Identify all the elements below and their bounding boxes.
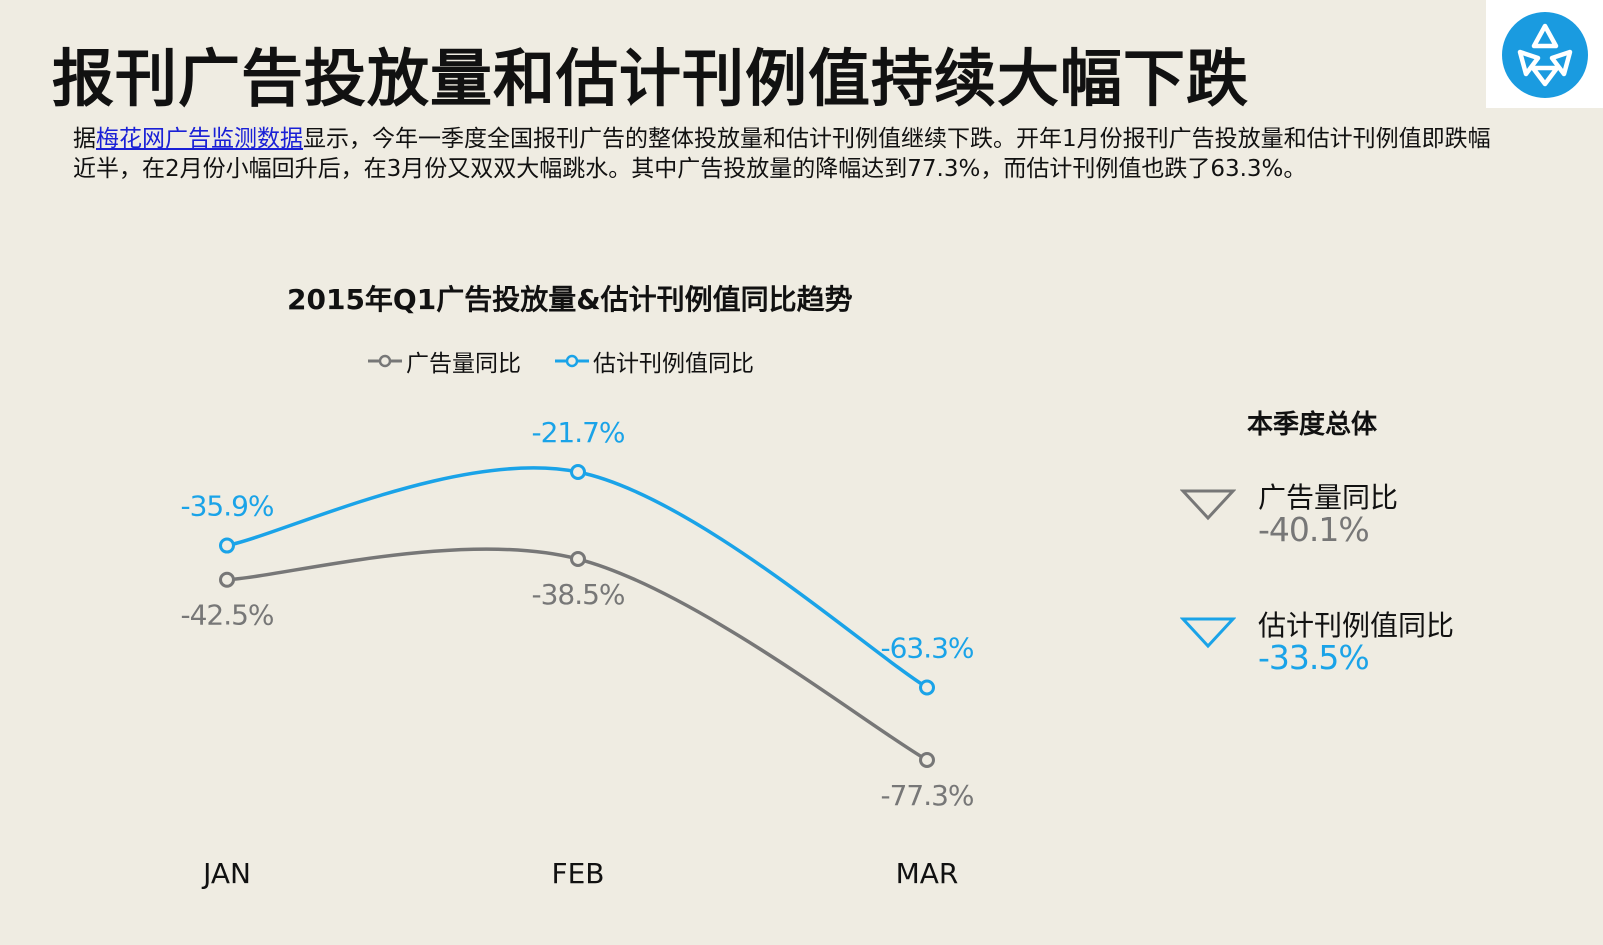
data-label-0-1: -38.5% <box>531 578 624 611</box>
legend-label-value: 估计刊例值同比 <box>593 351 754 377</box>
down-triangle-icon <box>1180 617 1236 649</box>
legend-marker-blue <box>555 354 589 368</box>
data-point-1-2[interactable] <box>919 679 935 696</box>
chart-legend: 广告量同比 估计刊例值同比 <box>368 344 788 378</box>
data-label-0-0: -42.5% <box>180 599 273 632</box>
page-title: 报刊广告投放量和估计刊例值持续大幅下跌 <box>52 42 1250 115</box>
logo[interactable] <box>1486 0 1603 108</box>
data-point-1-1[interactable] <box>570 464 586 480</box>
intro-paragraph: 据梅花网广告监测数据显示，今年一季度全国报刊广告的整体投放量和估计刊例值继续下跌… <box>73 124 1513 184</box>
intro-prefix: 据 <box>73 126 96 152</box>
data-point-0-2[interactable] <box>919 752 935 768</box>
intro-body: 显示，今年一季度全国报刊广告的整体投放量和估计刊例值继续下跌。开年1月份报刊广告… <box>73 126 1491 182</box>
down-triangle-icon <box>1180 489 1236 521</box>
data-point-0-0[interactable] <box>219 571 235 588</box>
data-label-1-1: -21.7% <box>531 416 624 449</box>
meihua-logo-icon <box>1502 12 1588 98</box>
data-point-0-1[interactable] <box>570 551 586 568</box>
x-tick-label: JAN <box>201 857 251 890</box>
data-label-1-0: -35.9% <box>180 490 273 523</box>
legend-marker-gray <box>368 354 402 368</box>
summary-value-value: -33.5% <box>1258 638 1370 677</box>
summary-value-volume: -40.1% <box>1258 510 1370 549</box>
chart-title: 2015年Q1广告投放量&估计刊例值同比趋势 <box>287 283 853 316</box>
summary-title: 本季度总体 <box>1247 410 1378 440</box>
x-tick-label: FEB <box>551 857 604 890</box>
data-point-1-0[interactable] <box>219 537 235 554</box>
legend-item-volume: 广告量同比 <box>368 344 521 378</box>
legend-item-value: 估计刊例值同比 <box>555 344 754 378</box>
legend-label-volume: 广告量同比 <box>406 351 521 377</box>
line-chart: -42.5% -38.5% -77.3% -35.9% -21.7% -63.3% JAN F… <box>180 416 974 890</box>
summary-name-value: 估计刊例值同比 <box>1258 609 1455 642</box>
source-link[interactable]: 梅花网广告监测数据 <box>96 126 303 152</box>
data-label-0-2: -77.3% <box>880 779 973 812</box>
summary-name-volume: 广告量同比 <box>1258 481 1399 514</box>
data-label-1-2: -63.3% <box>880 631 973 664</box>
x-tick-label: MAR <box>896 857 959 890</box>
